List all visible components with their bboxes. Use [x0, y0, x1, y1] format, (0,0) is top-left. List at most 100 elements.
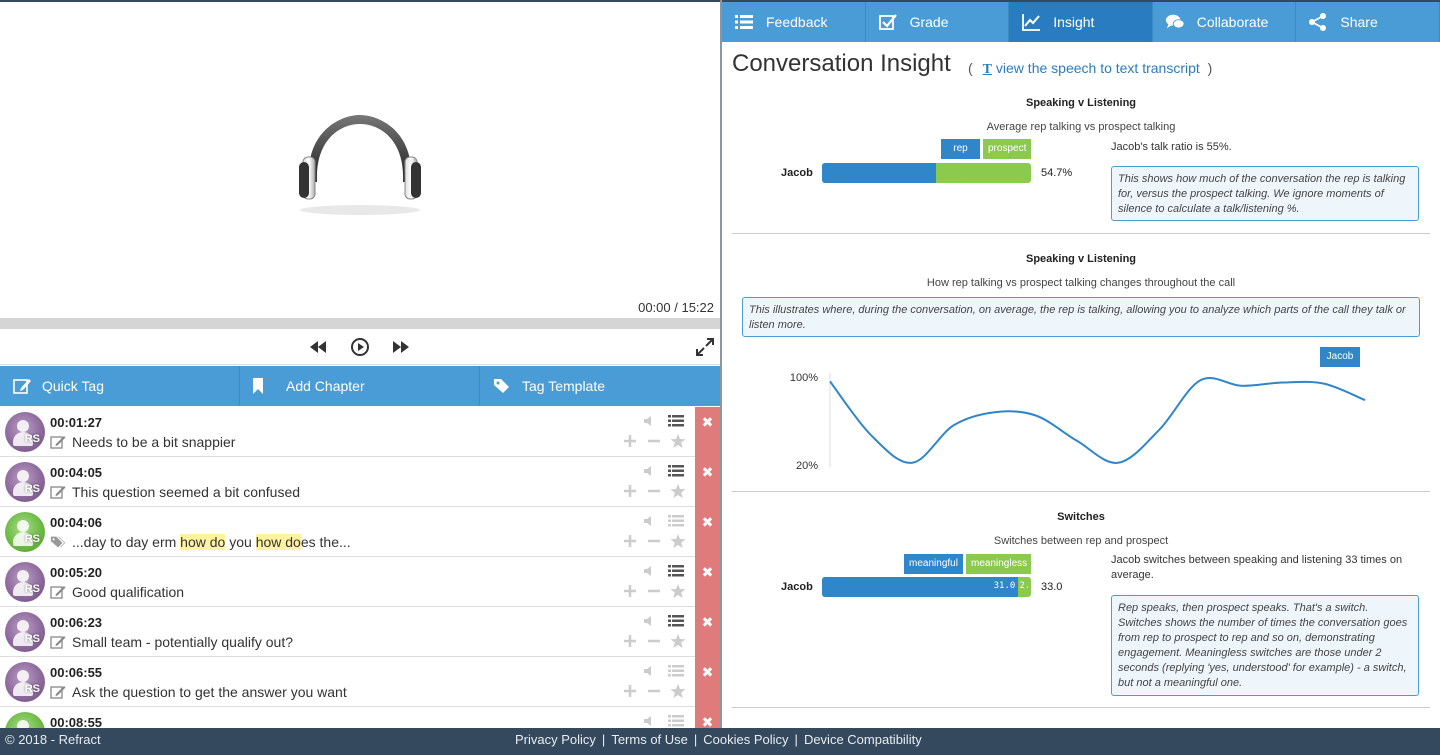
speaker-icon[interactable] — [642, 563, 658, 579]
tag-timestamp[interactable]: 00:05:20 — [50, 565, 103, 580]
minus-icon[interactable] — [646, 683, 662, 699]
plus-icon[interactable] — [622, 583, 638, 599]
quick-tag-button[interactable]: Quick Tag — [0, 366, 240, 406]
list-icon[interactable] — [668, 513, 684, 529]
line-chart: 100% 20% — [790, 372, 1366, 472]
tag-timestamp[interactable]: 00:01:27 — [50, 415, 103, 430]
talk-ratio-bar — [822, 163, 1031, 183]
switches-bar: 31.0 2. — [822, 577, 1031, 597]
device-compatibility-link[interactable]: Device Compatibility — [803, 732, 922, 747]
tag-row[interactable]: RS 00:06:55 Ask the question to get the an… — [0, 657, 720, 707]
list-icon[interactable] — [668, 463, 684, 479]
tag-row[interactable]: RS 00:08:55 ✖ — [0, 707, 720, 730]
tag-note: Ask the question to get the answer you w… — [50, 684, 347, 700]
tag-row[interactable]: RS 00:04:06 ...day to day erm how do you h… — [0, 507, 720, 557]
note-text-segment: es the... — [300, 534, 351, 550]
star-icon[interactable] — [670, 483, 686, 499]
tag-row[interactable]: RS 00:06:23 Small team - potentially quali… — [0, 607, 720, 657]
terms-of-use-link[interactable]: Terms of Use — [611, 732, 688, 747]
tag-note: Good qualification — [50, 584, 184, 600]
speaker-icon[interactable] — [642, 613, 658, 629]
minus-icon[interactable] — [646, 633, 662, 649]
rewind-icon[interactable] — [308, 337, 328, 357]
list-icon[interactable] — [668, 413, 684, 429]
tag-note: ...day to day erm how do you how does th… — [50, 534, 351, 550]
list-icon[interactable] — [668, 713, 684, 729]
list-icon[interactable] — [668, 663, 684, 679]
star-icon[interactable] — [670, 433, 686, 449]
avatar-body — [13, 582, 33, 596]
delete-tag-button[interactable]: ✖ — [695, 707, 720, 730]
avatar-head — [17, 470, 29, 482]
transcript-icon[interactable]: T — [982, 62, 992, 77]
tag-note: This question seemed a bit confused — [50, 484, 300, 500]
tag-template-button[interactable]: Tag Template — [480, 366, 720, 406]
add-chapter-button[interactable]: Add Chapter — [240, 366, 480, 406]
switches-person: Jacob — [781, 581, 813, 593]
tag-row[interactable]: RS 00:05:20 Good qualification ✖ — [0, 557, 720, 607]
tab-insight[interactable]: Insight — [1009, 2, 1153, 42]
pane-divider[interactable] — [720, 0, 722, 728]
tab-label: Collaborate — [1196, 14, 1269, 30]
tag-row[interactable]: RS 00:01:27 Needs to be a bit snappier ✖ — [0, 407, 720, 457]
legend-meaningless: meaningless — [966, 554, 1031, 574]
row-actions — [622, 513, 692, 553]
progress-bar[interactable] — [0, 318, 720, 329]
plus-icon[interactable] — [622, 533, 638, 549]
delete-tag-button[interactable]: ✖ — [695, 457, 720, 507]
plus-icon[interactable] — [622, 683, 638, 699]
tag-timestamp[interactable]: 00:08:55 — [50, 715, 103, 730]
tab-grade[interactable]: Grade — [866, 2, 1010, 42]
delete-tag-button[interactable]: ✖ — [695, 557, 720, 607]
privacy-policy-link[interactable]: Privacy Policy — [515, 732, 596, 747]
media-player[interactable]: 00:00 / 15:22 — [0, 2, 720, 318]
note-edit-icon — [50, 484, 66, 500]
tab-collaborate[interactable]: Collaborate — [1153, 2, 1297, 42]
tag-timestamp[interactable]: 00:06:23 — [50, 615, 103, 630]
star-icon[interactable] — [670, 533, 686, 549]
tag-list: RS 00:01:27 Needs to be a bit snappier ✖ RS 0… — [0, 407, 720, 730]
avatar-head — [17, 620, 29, 632]
tab-feedback[interactable]: Feedback — [722, 2, 866, 42]
speaker-icon[interactable] — [642, 663, 658, 679]
tag-timestamp[interactable]: 00:04:06 — [50, 515, 103, 530]
star-icon[interactable] — [670, 683, 686, 699]
tag-note-text: This question seemed a bit confused — [72, 484, 300, 500]
cookies-policy-link[interactable]: Cookies Policy — [703, 732, 789, 747]
minus-icon[interactable] — [646, 483, 662, 499]
speaker-icon[interactable] — [642, 713, 658, 729]
legend-prospect: prospect — [983, 139, 1031, 159]
speaker-icon[interactable] — [642, 463, 658, 479]
list-icon[interactable] — [668, 613, 684, 629]
talk-ratio-subtitle: Average rep talking vs prospect talking — [986, 121, 1176, 133]
delete-tag-button[interactable]: ✖ — [695, 657, 720, 707]
minus-icon[interactable] — [646, 433, 662, 449]
delete-tag-button[interactable]: ✖ — [695, 607, 720, 657]
star-icon[interactable] — [670, 633, 686, 649]
delete-tag-button[interactable]: ✖ — [695, 407, 720, 457]
tag-template-label: Tag Template — [522, 378, 606, 394]
plus-icon[interactable] — [622, 633, 638, 649]
tab-share[interactable]: Share — [1296, 2, 1440, 42]
transcript-link[interactable]: view the speech to text transcript — [995, 60, 1200, 76]
list-icon[interactable] — [668, 563, 684, 579]
note-text-segment: Small team - potentially qualify out? — [72, 634, 293, 650]
minus-icon[interactable] — [646, 533, 662, 549]
speaker-icon[interactable] — [642, 413, 658, 429]
tag-timestamp[interactable]: 00:04:05 — [50, 465, 103, 480]
tag-row[interactable]: RS 00:04:05 This question seemed a bit con… — [0, 457, 720, 507]
fast-forward-icon[interactable] — [391, 337, 411, 357]
plus-icon[interactable] — [622, 483, 638, 499]
tag-timestamp[interactable]: 00:06:55 — [50, 665, 103, 680]
star-icon[interactable] — [670, 583, 686, 599]
minus-icon[interactable] — [646, 583, 662, 599]
switches-summary: Jacob switches between speaking and list… — [1111, 554, 1403, 581]
expand-icon[interactable] — [695, 337, 715, 357]
plus-icon[interactable] — [622, 433, 638, 449]
delete-tag-button[interactable]: ✖ — [695, 507, 720, 557]
speaker-icon[interactable] — [642, 513, 658, 529]
row-actions — [622, 613, 692, 653]
tags-icon — [492, 376, 512, 396]
play-icon[interactable] — [350, 337, 370, 357]
